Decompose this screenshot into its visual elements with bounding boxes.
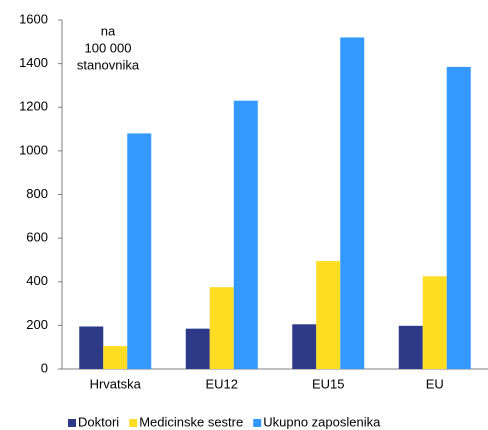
bar [398, 325, 423, 369]
y-tick-label: 400 [26, 273, 48, 288]
bar [185, 328, 210, 369]
y-tick-label: 800 [26, 186, 48, 201]
legend-swatch [68, 419, 76, 427]
x-tick-label: EU [426, 376, 444, 391]
bar [233, 100, 258, 370]
x-tick-label: EU15 [312, 376, 345, 391]
bar [446, 66, 471, 369]
bar [103, 346, 128, 369]
bar [79, 326, 104, 369]
bar [127, 133, 152, 369]
annotation: 100 000 [85, 40, 132, 55]
x-tick-label: Hrvatska [90, 376, 142, 391]
legend-label: Ukupno zaposlenika [263, 414, 381, 429]
annotation: stanovnika [77, 57, 140, 72]
y-tick-label: 200 [26, 317, 48, 332]
y-tick-label: 600 [26, 230, 48, 245]
x-tick-label: EU12 [205, 376, 238, 391]
legend-label: Medicinske sestre [139, 414, 243, 429]
bar [340, 37, 365, 369]
bar [292, 324, 317, 369]
y-tick-label: 1200 [19, 99, 48, 114]
bar [422, 276, 447, 369]
annotation: na [101, 23, 116, 38]
y-tick-label: 1000 [19, 142, 48, 157]
legend-label: Doktori [78, 414, 119, 429]
legend-swatch [129, 419, 138, 427]
bar [316, 261, 341, 369]
y-tick-label: 0 [41, 360, 48, 375]
bar [209, 287, 234, 369]
y-tick-label: 1600 [19, 11, 48, 26]
legend-swatch [253, 419, 262, 427]
y-tick-label: 1400 [19, 55, 48, 70]
